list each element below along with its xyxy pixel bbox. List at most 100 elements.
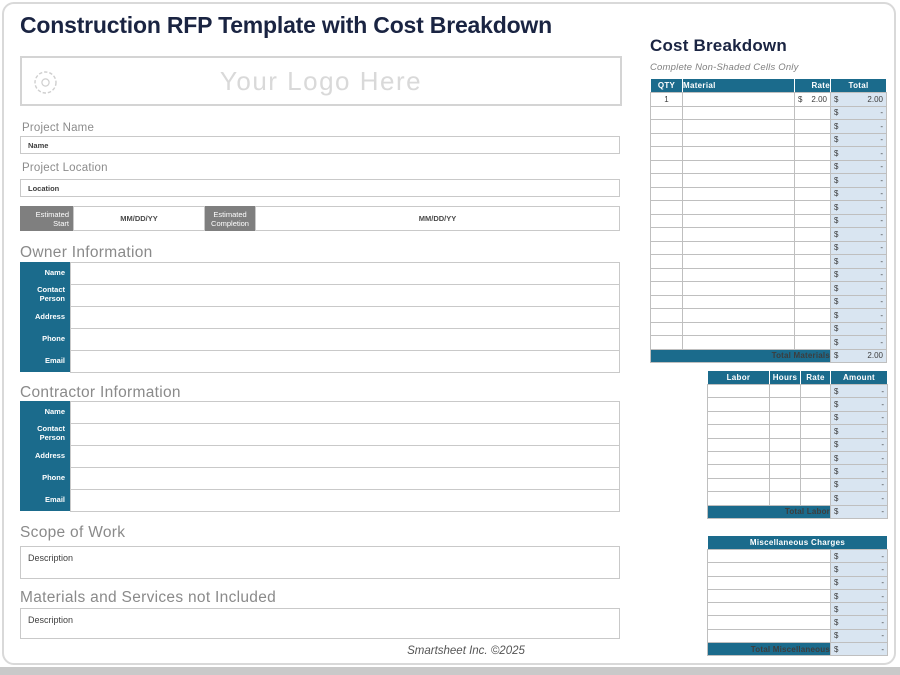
materials-rate-cell[interactable] [794, 294, 831, 309]
labor-hours-cell[interactable] [769, 477, 801, 493]
materials-rate-cell[interactable] [794, 227, 831, 242]
materials-material-cell[interactable] [682, 335, 795, 350]
materials-rate-cell[interactable] [794, 308, 831, 323]
materials-qty-cell[interactable] [650, 105, 683, 120]
materials-qty-cell[interactable] [650, 132, 683, 147]
materials-qty-cell[interactable] [650, 213, 683, 228]
materials-rate-cell[interactable] [794, 281, 831, 296]
materials-qty-cell[interactable] [650, 159, 683, 174]
labor-rate-cell[interactable] [800, 491, 831, 506]
materials-qty-cell[interactable] [650, 119, 683, 134]
misc-charge-cell[interactable] [707, 548, 831, 564]
materials-qty-cell[interactable] [650, 294, 683, 309]
materials-rate-cell[interactable] [794, 200, 831, 215]
materials-material-cell[interactable] [682, 294, 795, 309]
materials-material-cell[interactable] [682, 321, 795, 336]
materials-qty-cell[interactable] [650, 281, 683, 296]
materials-rate-cell[interactable] [794, 321, 831, 336]
labor-hours-cell[interactable] [769, 464, 801, 479]
labor-rate-cell[interactable] [800, 437, 831, 452]
labor-name-cell[interactable] [707, 410, 770, 426]
materials-material-cell[interactable] [682, 213, 795, 228]
contractor-info-row-input[interactable] [70, 401, 620, 424]
contractor-info-row-input[interactable] [70, 467, 620, 490]
owner-info-row-input[interactable] [70, 262, 620, 285]
materials-material-cell[interactable] [682, 105, 795, 120]
labor-hours-cell[interactable] [769, 410, 801, 426]
contractor-info-row-input[interactable] [70, 423, 620, 446]
materials-material-cell[interactable] [682, 186, 795, 201]
labor-name-cell[interactable] [707, 477, 770, 493]
materials-qty-cell[interactable] [650, 321, 683, 336]
materials-material-cell[interactable] [682, 146, 795, 161]
materials-qty-cell[interactable] [650, 227, 683, 242]
materials-rate-cell[interactable] [794, 105, 831, 120]
contractor-info-row-input[interactable] [70, 489, 620, 512]
labor-name-cell[interactable] [707, 437, 770, 452]
estimated-start-input[interactable]: MM/DD/YY [73, 206, 205, 231]
owner-info-row-input[interactable] [70, 306, 620, 329]
materials-material-cell[interactable] [682, 119, 795, 134]
owner-info-row-input[interactable] [70, 284, 620, 307]
misc-charge-cell[interactable] [707, 562, 831, 577]
labor-hours-cell[interactable] [769, 491, 801, 506]
materials-material-cell[interactable] [682, 200, 795, 215]
materials-material-cell[interactable] [682, 227, 795, 242]
materials-material-cell[interactable] [682, 92, 795, 107]
misc-charge-cell[interactable] [707, 628, 831, 644]
labor-hours-cell[interactable] [769, 424, 801, 439]
owner-info-row-input[interactable] [70, 350, 620, 373]
labor-hours-cell[interactable] [769, 437, 801, 452]
materials-qty-cell[interactable] [650, 254, 683, 269]
project-name-input[interactable]: Name [20, 136, 620, 154]
scope-of-work-input[interactable]: Description [20, 546, 620, 579]
misc-charge-cell[interactable] [707, 588, 831, 604]
labor-hours-cell[interactable] [769, 397, 801, 412]
materials-qty-cell[interactable] [650, 308, 683, 323]
labor-name-cell[interactable] [707, 397, 770, 412]
labor-rate-cell[interactable] [800, 450, 831, 466]
materials-rate-cell[interactable] [794, 146, 831, 161]
logo-placeholder-box[interactable]: Your Logo Here [20, 56, 622, 106]
estimated-completion-input[interactable]: MM/DD/YY [255, 206, 620, 231]
materials-rate-cell[interactable] [794, 335, 831, 350]
materials-not-included-input[interactable]: Description [20, 608, 620, 639]
materials-rate-cell[interactable] [794, 267, 831, 282]
materials-qty-cell[interactable] [650, 335, 683, 350]
labor-rate-cell[interactable] [800, 424, 831, 439]
labor-hours-cell[interactable] [769, 450, 801, 466]
labor-name-cell[interactable] [707, 450, 770, 466]
owner-info-row-input[interactable] [70, 328, 620, 351]
materials-rate-cell[interactable] [794, 240, 831, 255]
materials-qty-cell[interactable] [650, 267, 683, 282]
labor-hours-cell[interactable] [769, 383, 801, 399]
materials-rate-cell[interactable] [794, 254, 831, 269]
materials-material-cell[interactable] [682, 254, 795, 269]
misc-charge-cell[interactable] [707, 615, 831, 630]
labor-name-cell[interactable] [707, 383, 770, 399]
materials-material-cell[interactable] [682, 281, 795, 296]
materials-rate-cell[interactable] [794, 159, 831, 174]
materials-material-cell[interactable] [682, 308, 795, 323]
materials-material-cell[interactable] [682, 240, 795, 255]
project-location-input[interactable]: Location [20, 179, 620, 197]
materials-qty-cell[interactable] [650, 200, 683, 215]
materials-material-cell[interactable] [682, 159, 795, 174]
materials-material-cell[interactable] [682, 267, 795, 282]
contractor-info-row-input[interactable] [70, 445, 620, 468]
labor-rate-cell[interactable] [800, 464, 831, 479]
labor-name-cell[interactable] [707, 464, 770, 479]
materials-rate-cell[interactable] [794, 173, 831, 188]
materials-material-cell[interactable] [682, 132, 795, 147]
materials-rate-cell[interactable] [794, 132, 831, 147]
materials-qty-cell[interactable] [650, 186, 683, 201]
labor-name-cell[interactable] [707, 491, 770, 506]
misc-charge-cell[interactable] [707, 575, 831, 590]
materials-qty-cell[interactable] [650, 173, 683, 188]
materials-qty-cell[interactable] [650, 146, 683, 161]
materials-material-cell[interactable] [682, 173, 795, 188]
materials-qty-cell[interactable]: 1 [650, 92, 683, 107]
labor-rate-cell[interactable] [800, 410, 831, 426]
misc-charge-cell[interactable] [707, 602, 831, 617]
labor-rate-cell[interactable] [800, 397, 831, 412]
